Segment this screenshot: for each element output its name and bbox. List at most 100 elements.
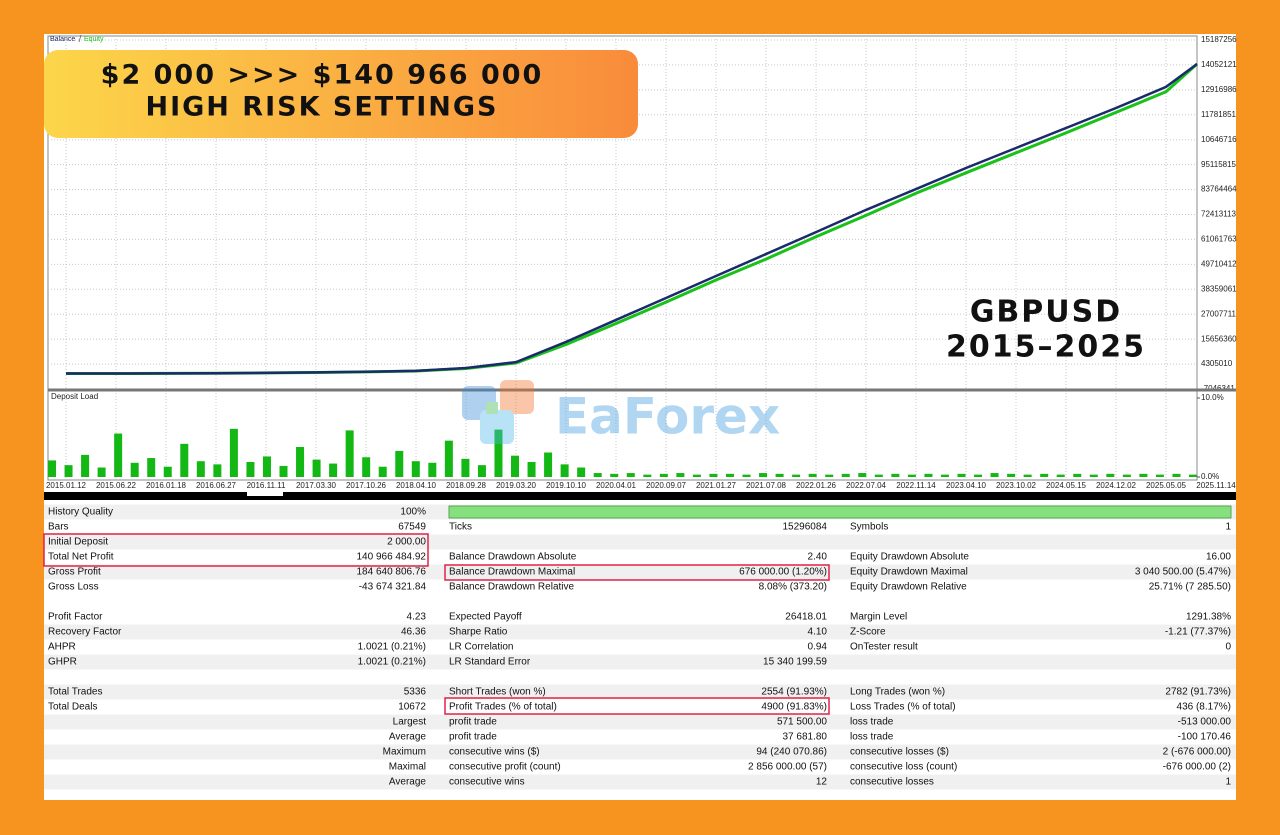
bar xyxy=(461,458,470,477)
field-value: -676 000.00 (2) xyxy=(1163,762,1231,773)
bar xyxy=(593,473,602,477)
field-label: Z-Score xyxy=(850,627,886,638)
bar xyxy=(610,473,619,477)
series-line xyxy=(65,62,1198,375)
bar xyxy=(527,461,536,477)
field-label: Balance Drawdown Relative xyxy=(449,582,575,593)
field-value: 8.08% (373.20) xyxy=(759,582,827,593)
bar xyxy=(725,473,734,477)
field-value: 2.40 xyxy=(808,552,828,563)
field-label: OnTester result xyxy=(850,642,918,653)
field-value: 2 000.00 xyxy=(387,537,426,548)
field-label: AHPR xyxy=(48,642,76,653)
x-tick-label: 2023.10.02 xyxy=(996,481,1037,490)
field-value: 1291.38% xyxy=(1186,612,1231,623)
bar xyxy=(643,474,652,477)
field-label: consecutive losses ($) xyxy=(850,747,949,758)
y-tick-label: 15187256 xyxy=(1201,35,1237,44)
field-label: Equity Drawdown Relative xyxy=(850,582,967,593)
field-value: -100 170.46 xyxy=(1178,732,1232,743)
bar xyxy=(1040,473,1049,477)
field-label: GHPR xyxy=(48,657,77,668)
field-label: Gross Profit xyxy=(48,567,101,578)
bar xyxy=(1073,473,1082,477)
field-label: Profit Factor xyxy=(48,612,103,623)
bar xyxy=(262,456,271,477)
field-label: consecutive losses xyxy=(850,777,934,788)
field-value: 2 (-676 000.00) xyxy=(1163,747,1231,758)
y-tick-label: 61061763 xyxy=(1201,235,1237,244)
highlight-box xyxy=(43,533,429,567)
x-tick-label: 2015.06.22 xyxy=(96,481,137,490)
field-value: 0 xyxy=(1225,642,1231,653)
row-shade xyxy=(44,624,1236,640)
field-label: loss trade xyxy=(850,732,894,743)
field-value: 571 500.00 xyxy=(777,717,827,728)
field-value: 12 xyxy=(816,777,828,788)
bar xyxy=(974,474,983,477)
bar xyxy=(825,474,834,477)
field-label: consecutive loss (count) xyxy=(850,762,957,773)
field-value: 5336 xyxy=(404,687,427,698)
field-value: 0.94 xyxy=(808,642,828,653)
banner-line: $2 000 >>> $140 966 000 xyxy=(101,60,544,91)
field-value: 184 640 806.76 xyxy=(356,567,426,578)
field-value: 26418.01 xyxy=(785,612,827,623)
field-label: consecutive profit (count) xyxy=(449,762,561,773)
field-label: Average xyxy=(389,777,427,788)
x-tick-label: 2017.03.30 xyxy=(296,481,337,490)
y-tick-label: 95115815 xyxy=(1201,160,1237,169)
field-value: 1.0021 (0.21%) xyxy=(358,657,426,668)
bar xyxy=(544,452,553,477)
field-label: History Quality xyxy=(48,507,113,518)
bar xyxy=(775,473,784,477)
row-shade xyxy=(44,774,1236,790)
field-value: 2782 (91.73%) xyxy=(1165,687,1231,698)
field-value: 15296084 xyxy=(783,522,828,533)
bar xyxy=(742,474,751,477)
field-label: Total Deals xyxy=(48,702,97,713)
y-tick-label: 10646716 xyxy=(1201,135,1237,144)
separator xyxy=(44,492,1236,500)
report: History Quality 100% Bars 67549 Ticks 1529608… xyxy=(44,504,1236,790)
field-label: Ticks xyxy=(449,522,472,533)
bar xyxy=(411,461,420,477)
x-tick-label: 2016.01.18 xyxy=(146,481,187,490)
symbol: GBPUSD xyxy=(970,295,1122,330)
bar xyxy=(792,474,801,477)
x-tick-label: 2022.07.04 xyxy=(846,481,887,490)
bar xyxy=(841,473,850,477)
field-label: Expected Payoff xyxy=(449,612,522,623)
x-tick-label: 2021.01.27 xyxy=(696,481,737,490)
bar xyxy=(626,473,635,477)
field-label: profit trade xyxy=(449,732,497,743)
bar xyxy=(81,454,90,477)
field-label: Bars xyxy=(48,522,69,533)
field-label: Balance Drawdown Maximal xyxy=(449,567,575,578)
field-value: 15 340 199.59 xyxy=(763,657,827,668)
bar xyxy=(990,473,999,477)
field-value: 67549 xyxy=(398,522,426,533)
watermark: EaForex xyxy=(555,388,780,446)
x-tick-label: 2016.06.27 xyxy=(196,481,237,490)
bar xyxy=(924,473,933,477)
field-label: consecutive wins xyxy=(449,777,525,788)
x-tick-label: 2016.11.11 xyxy=(247,481,286,490)
bar xyxy=(891,473,900,477)
field-value: 16.00 xyxy=(1206,552,1231,563)
bar xyxy=(163,466,172,477)
field-label: Average xyxy=(389,732,427,743)
highlight-box xyxy=(444,564,830,581)
x-tick-label: 2025.11.14 xyxy=(1196,481,1236,490)
bar xyxy=(759,473,768,477)
y-tick-label: 38359061 xyxy=(1201,284,1237,293)
bar xyxy=(1106,473,1115,477)
field-label: Symbols xyxy=(850,522,888,533)
x-tick-label: 2022.11.14 xyxy=(896,481,936,490)
bar xyxy=(279,465,288,477)
bar xyxy=(147,458,156,477)
field-value: 46.36 xyxy=(401,627,426,638)
y-tick-label: 72413113 xyxy=(1201,210,1237,219)
bar xyxy=(246,461,255,477)
